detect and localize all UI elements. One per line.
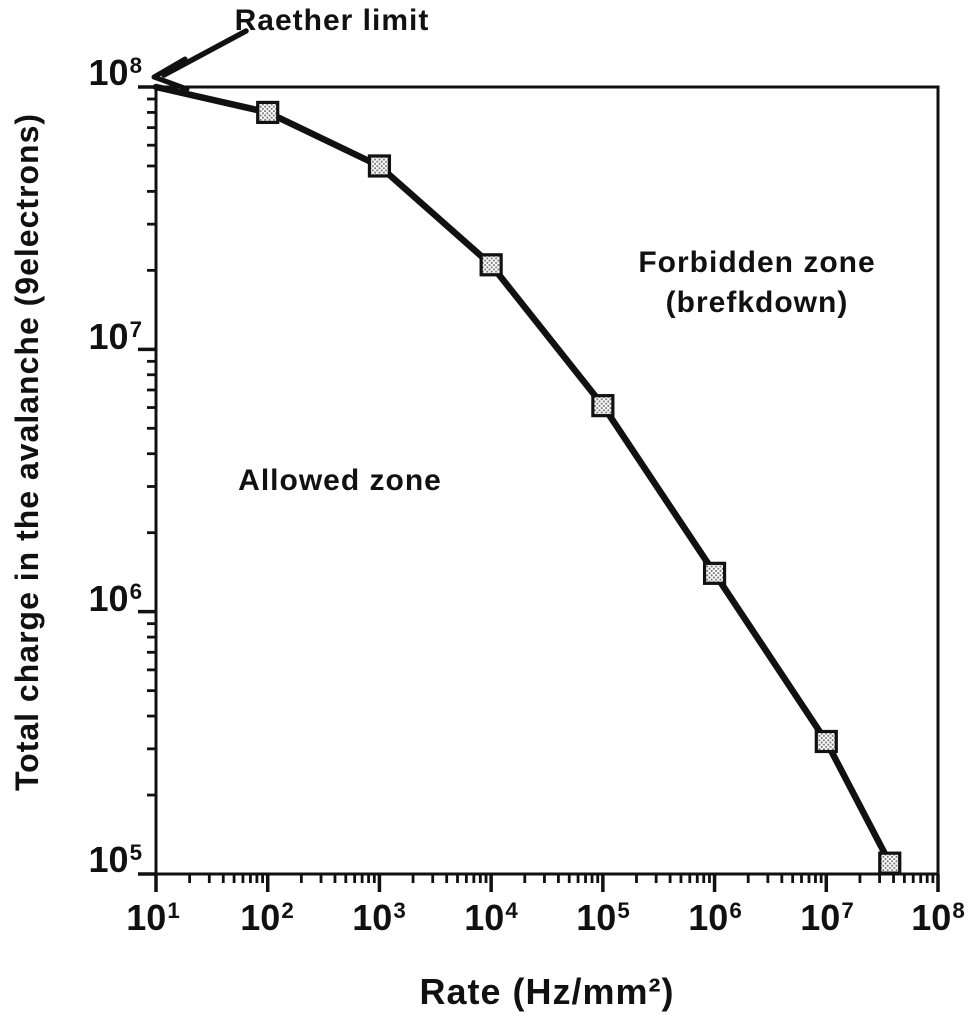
raether-arrow-shaft [161, 28, 249, 78]
tick-base: 10 [88, 578, 129, 619]
tick-exp: 5 [129, 839, 142, 865]
limit-curve [152, 83, 894, 867]
x-tick-label: 102 [240, 897, 294, 938]
x-tick-label: 108 [911, 897, 965, 938]
tick-base: 10 [126, 897, 167, 938]
y-tick-label: 108 [32, 52, 142, 93]
tick-base: 10 [576, 897, 617, 938]
tick-exp: 6 [729, 897, 742, 923]
x-tick-label: 101 [126, 897, 180, 938]
tick-exp: 6 [129, 578, 142, 604]
x-tick-label: 104 [464, 897, 518, 938]
x-tick-label: 106 [688, 897, 742, 938]
tick-exp: 7 [129, 316, 142, 342]
tick-exp: 8 [952, 897, 965, 923]
forbidden-zone-sublabel: (brefkdown) [665, 286, 849, 319]
tick-base: 10 [688, 897, 729, 938]
data-point-marker [479, 253, 503, 277]
tick-base: 10 [240, 897, 281, 938]
y-tick-label: 105 [32, 839, 142, 880]
tick-exp: 8 [129, 52, 142, 78]
forbidden-zone-label: Forbidden zone [638, 246, 876, 279]
x-tick-label: 107 [800, 897, 854, 938]
tick-exp: 3 [393, 897, 406, 923]
tick-exp: 2 [281, 897, 294, 923]
tick-base: 10 [911, 897, 952, 938]
tick-exp: 4 [505, 897, 518, 923]
x-tick-label: 105 [576, 897, 630, 938]
plot-frame [154, 85, 940, 876]
allowed-zone-label: Allowed zone [238, 464, 442, 497]
tick-exp: 1 [167, 897, 180, 923]
tick-base: 10 [352, 897, 393, 938]
data-point-marker [256, 100, 280, 125]
data-point-marker [814, 729, 838, 754]
data-point-marker [702, 561, 727, 585]
tick-base: 10 [88, 316, 129, 357]
data-point-marker [367, 154, 392, 178]
y-axis-title: Total charge in the avalanche (9electron… [9, 112, 45, 792]
raether-limit-label: Raether limit [234, 4, 430, 37]
tick-exp: 5 [617, 897, 630, 923]
tick-base: 10 [464, 897, 505, 938]
tick-base: 10 [88, 52, 129, 93]
tick-base: 10 [800, 897, 841, 938]
tick-exp: 7 [841, 897, 854, 923]
x-axis-title: Rate (Hz/mm²) [419, 971, 675, 1012]
y-tick-label: 107 [32, 316, 142, 357]
tick-base: 10 [88, 839, 129, 880]
raether-arrow-head [151, 56, 190, 92]
data-point-marker [878, 851, 902, 875]
y-tick-label: 106 [32, 578, 142, 619]
data-point-marker [591, 394, 615, 418]
x-tick-label: 103 [352, 897, 406, 938]
